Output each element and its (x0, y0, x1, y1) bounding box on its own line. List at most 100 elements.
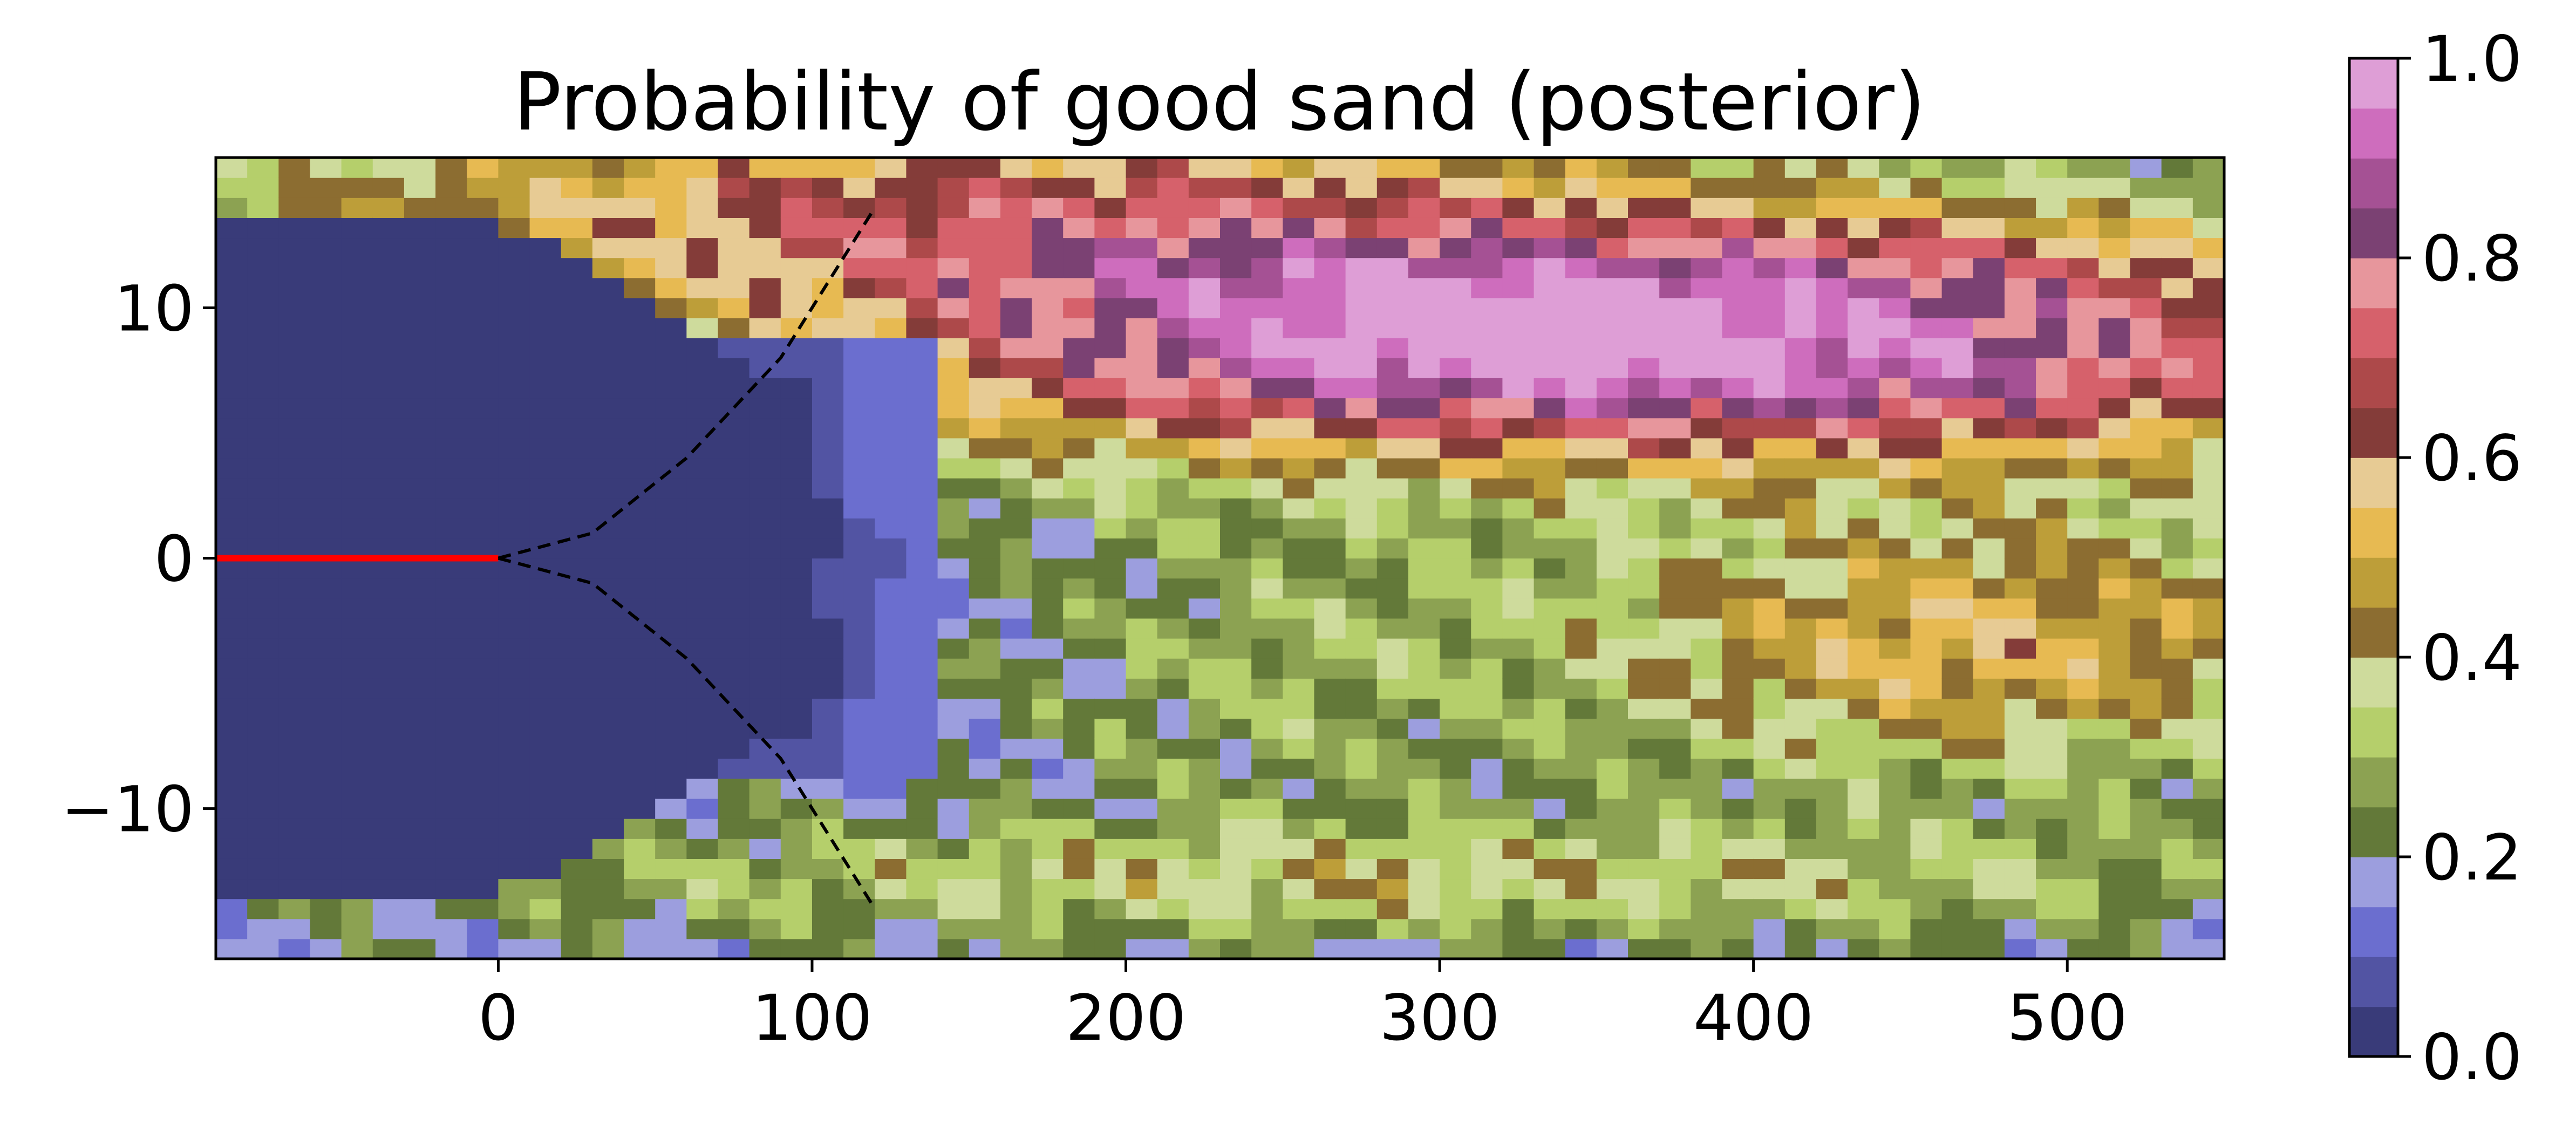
heatmap-cell (1094, 458, 1127, 479)
heatmap-cell (435, 237, 467, 258)
heatmap-cell (1157, 257, 1189, 278)
heatmap-cell (561, 678, 593, 699)
heatmap-cell (1691, 418, 1723, 439)
heatmap-cell (937, 799, 970, 819)
heatmap-cell (2161, 799, 2193, 819)
heatmap-cell (404, 478, 436, 499)
heatmap-cell (1000, 237, 1032, 258)
heatmap-cell (1345, 638, 1378, 659)
heatmap-cell (498, 318, 530, 338)
heatmap-cell (937, 938, 970, 959)
heatmap-cell (278, 358, 311, 378)
heatmap-cell (1784, 938, 1817, 959)
heatmap-cell (1784, 277, 1817, 298)
heatmap-cell (1220, 398, 1252, 419)
heatmap-cell (1345, 518, 1378, 538)
heatmap-cell (372, 578, 405, 599)
heatmap-cell (1879, 678, 1911, 699)
heatmap-cell (2004, 638, 2036, 659)
heatmap-cell (435, 758, 467, 779)
heatmap-cell (1910, 438, 1943, 459)
heatmap-cell (875, 297, 907, 318)
heatmap-cell (498, 438, 530, 459)
heatmap-cell (1032, 578, 1064, 599)
heatmap-cell (1659, 398, 1691, 419)
heatmap-cell (561, 698, 593, 719)
heatmap-cell (1188, 838, 1221, 859)
heatmap-cell (341, 898, 373, 919)
heatmap-cell (1941, 898, 1974, 919)
heatmap-cell (1691, 678, 1723, 699)
heatmap-cell (686, 638, 719, 659)
heatmap-cell (310, 878, 342, 899)
heatmap-cell (875, 197, 907, 218)
heatmap-cell (1534, 758, 1566, 779)
heatmap-cell (1188, 217, 1221, 238)
heatmap-cell (1910, 918, 1943, 939)
heatmap-cell (1251, 538, 1283, 559)
heatmap-cell (2130, 217, 2162, 238)
heatmap-cell (1816, 918, 1848, 939)
heatmap-cell (1063, 498, 1095, 519)
heatmap-cell (592, 297, 624, 318)
heatmap-cell (1659, 498, 1691, 519)
heatmap-cell (1471, 318, 1503, 338)
heatmap-cell (1314, 217, 1346, 238)
heatmap-cell (780, 838, 813, 859)
heatmap-cell (906, 558, 938, 579)
heatmap-cell (1879, 217, 1911, 238)
heatmap-cell (1094, 918, 1127, 939)
heatmap-cell (1220, 438, 1252, 459)
heatmap-cell (1408, 398, 1440, 419)
heatmap-cell (1408, 678, 1440, 699)
heatmap-cell (1220, 618, 1252, 639)
heatmap-cell (404, 257, 436, 278)
heatmap-cell (969, 758, 1001, 779)
heatmap-cell (498, 898, 530, 919)
heatmap-cell (2036, 277, 2068, 298)
heatmap-cell (372, 178, 405, 198)
heatmap-cell (1032, 338, 1064, 358)
heatmap-cell (843, 778, 875, 799)
heatmap-cell (1188, 277, 1221, 298)
heatmap-cell (1534, 799, 1566, 819)
heatmap-cell (1502, 418, 1535, 439)
heatmap-cell (1502, 618, 1535, 639)
heatmap-cell (1283, 518, 1315, 538)
heatmap-cell (1722, 618, 1754, 639)
heatmap-cell (1816, 438, 1848, 459)
colorbar-tick-label: 1.0 (2422, 22, 2522, 96)
heatmap-cell (216, 658, 248, 679)
heatmap-cell (718, 518, 750, 538)
heatmap-cell (624, 858, 656, 879)
heatmap-cell (310, 799, 342, 819)
heatmap-cell (498, 658, 530, 679)
heatmap-cell (372, 758, 405, 779)
heatmap-cell (686, 718, 719, 739)
heatmap-cell (1910, 799, 1943, 819)
heatmap-cell (2004, 758, 2036, 779)
heatmap-cell (1502, 838, 1535, 859)
heatmap-cell (1753, 618, 1786, 639)
heatmap-cell (2192, 658, 2224, 679)
heatmap-cell (1220, 638, 1252, 659)
heatmap-cell (1565, 738, 1597, 759)
heatmap-cell (1502, 438, 1535, 459)
heatmap-cell (435, 558, 467, 579)
heatmap-cell (1408, 217, 1440, 238)
heatmap-cell (718, 558, 750, 579)
heatmap-cell (1628, 878, 1660, 899)
heatmap-cell (2130, 418, 2162, 439)
heatmap-cell (2161, 338, 2193, 358)
heatmap-cell (1628, 237, 1660, 258)
heatmap-cell (435, 618, 467, 639)
heatmap-cell (216, 398, 248, 419)
heatmap-cell (1848, 938, 1879, 959)
heatmap-cell (1345, 257, 1378, 278)
heatmap-cell (2004, 197, 2036, 218)
heatmap-cell (655, 558, 687, 579)
heatmap-cell (1596, 678, 1628, 699)
heatmap-cell (1251, 398, 1283, 419)
heatmap-cell (1753, 558, 1786, 579)
heatmap-cell (2130, 819, 2162, 839)
